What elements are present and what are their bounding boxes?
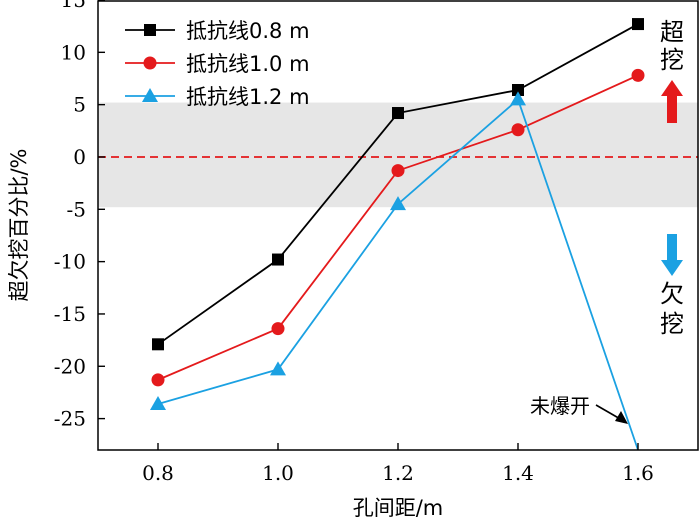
circle-marker <box>151 373 165 387</box>
over-excavation-char: 超 <box>660 18 684 46</box>
x-tick-label: 1.6 <box>622 461 654 485</box>
series-1 <box>152 18 644 351</box>
triangle-marker <box>270 361 286 376</box>
y-tick-label: -20 <box>54 354 86 378</box>
under-excavation-char: 挖 <box>660 310 684 338</box>
ticks-layer: 0.8 1.0 1.2 1.4 1.6 15 10 5 0 -5 -10 -15 -20 -25 <box>54 0 654 485</box>
series-3 <box>150 91 639 451</box>
over-arrow-shaft <box>667 95 677 123</box>
under-arrow-shaft <box>667 234 677 261</box>
square-marker <box>144 24 156 36</box>
x-tick-label: 1.0 <box>262 461 294 485</box>
legend: 抵抗线0.8 m 抵抗线1.0 m 抵抗线1.2 m <box>125 19 310 109</box>
y-tick-label: 15 <box>61 0 86 12</box>
square-marker <box>512 84 524 96</box>
annotation-arrowhead <box>615 411 628 424</box>
square-marker <box>392 107 404 120</box>
legend-label: 抵抗线0.8 m <box>186 19 310 43</box>
circle-marker <box>143 56 157 70</box>
under-arrow-head <box>661 260 683 276</box>
y-axis-label: 超欠挖百分比/% <box>7 148 31 301</box>
triangle-marker <box>510 91 526 106</box>
square-marker <box>152 338 164 351</box>
x-tick-label: 1.4 <box>502 461 534 485</box>
series-layer <box>150 18 645 451</box>
tolerance-band <box>98 102 698 208</box>
circle-marker <box>391 164 405 178</box>
legend-label: 抵抗线1.0 m <box>186 52 310 76</box>
x-axis-label: 孔间距/m <box>353 496 444 520</box>
x-tick-label: 0.8 <box>142 461 174 485</box>
circle-marker <box>511 123 525 137</box>
x-tick-label: 1.2 <box>382 461 414 485</box>
triangle-marker <box>150 395 166 410</box>
series-2 <box>151 68 645 387</box>
y-tick-label: 0 <box>73 145 86 169</box>
y-tick-label: -15 <box>54 302 86 326</box>
circle-marker <box>271 322 285 336</box>
y-tick-label: 5 <box>73 93 86 117</box>
legend-label: 抵抗线1.2 m <box>186 85 310 109</box>
y-tick-label: -25 <box>54 407 86 431</box>
y-tick-label: 10 <box>61 40 86 64</box>
triangle-marker <box>390 196 406 211</box>
y-tick-label: -10 <box>54 250 86 274</box>
circle-marker <box>631 68 645 82</box>
under-excavation-char: 欠 <box>660 280 684 308</box>
y-tick-label: -5 <box>67 197 86 221</box>
triangle-marker <box>142 88 158 102</box>
over-arrow-head <box>661 80 683 96</box>
square-marker <box>272 253 284 266</box>
square-marker <box>632 18 644 31</box>
annotation-label: 未爆开 <box>530 394 590 418</box>
over-excavation-char: 挖 <box>660 46 684 74</box>
